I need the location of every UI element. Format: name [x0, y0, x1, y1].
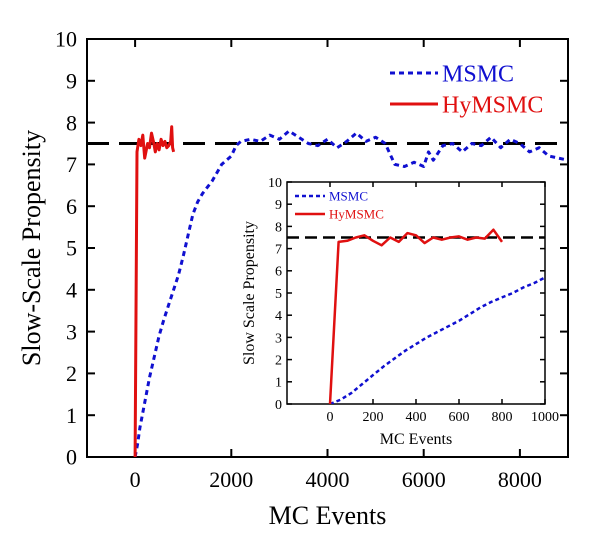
y-tick-label: 0	[275, 398, 282, 413]
y-tick-label: 4	[66, 278, 77, 303]
series-line-msmc	[133, 129, 568, 457]
y-tick-label: 2	[275, 354, 282, 369]
legend-label-msmc: MSMC	[329, 189, 368, 204]
y-tick-label: 8	[66, 110, 77, 135]
y-tick-label: 9	[66, 69, 77, 94]
y-tick-label: 10	[55, 27, 77, 52]
x-tick-label: 400	[406, 410, 427, 425]
y-tick-label: 5	[275, 287, 282, 302]
y-tick-label: 6	[66, 194, 77, 219]
x-axis-title: MC Events	[380, 431, 452, 448]
y-tick-label: 9	[275, 198, 282, 213]
x-tick-label: 6000	[402, 467, 446, 492]
x-axis-title: MC Events	[269, 501, 387, 530]
legend-label-hymsmc: HyMSMC	[442, 92, 543, 118]
y-axis-title: Slow-Scale Propensity	[17, 130, 46, 366]
legend-label-msmc: MSMC	[442, 61, 514, 87]
y-tick-label: 3	[66, 319, 77, 344]
y-tick-label: 3	[275, 331, 282, 346]
x-tick-label: 600	[449, 410, 470, 425]
y-tick-label: 1	[275, 376, 282, 391]
series-line-hymsmc	[328, 228, 504, 404]
y-tick-label: 10	[268, 176, 282, 191]
y-tick-label: 7	[66, 152, 77, 177]
series-line-hymsmc	[133, 125, 176, 457]
y-tick-label: 6	[275, 265, 282, 280]
x-tick-label: 0	[130, 467, 141, 492]
y-axis-title: Slow Scale Propensity	[241, 221, 258, 365]
x-tick-label: 8000	[498, 467, 542, 492]
plot-background	[287, 182, 545, 404]
y-tick-label: 7	[275, 243, 282, 258]
y-tick-label: 0	[66, 445, 77, 470]
y-tick-label: 4	[275, 309, 282, 324]
legend-label-hymsmc: HyMSMC	[329, 207, 384, 222]
series-line-msmc	[329, 276, 545, 404]
y-tick-label: 2	[66, 361, 77, 386]
x-tick-label: 1000	[531, 410, 559, 425]
x-tick-label: 2000	[209, 467, 253, 492]
y-tick-label: 8	[275, 220, 282, 235]
inset-chart: 0 1 2 3 4 5 6 7 8 9 10 0 200 400 600 800 1000 MC Events Sl…	[241, 176, 559, 448]
x-tick-label: 800	[492, 410, 513, 425]
x-tick-label: 200	[363, 410, 384, 425]
x-tick-label: 4000	[306, 467, 350, 492]
y-tick-label: 5	[66, 236, 77, 261]
x-tick-label: 0	[327, 410, 334, 425]
y-tick-label: 1	[66, 403, 77, 428]
